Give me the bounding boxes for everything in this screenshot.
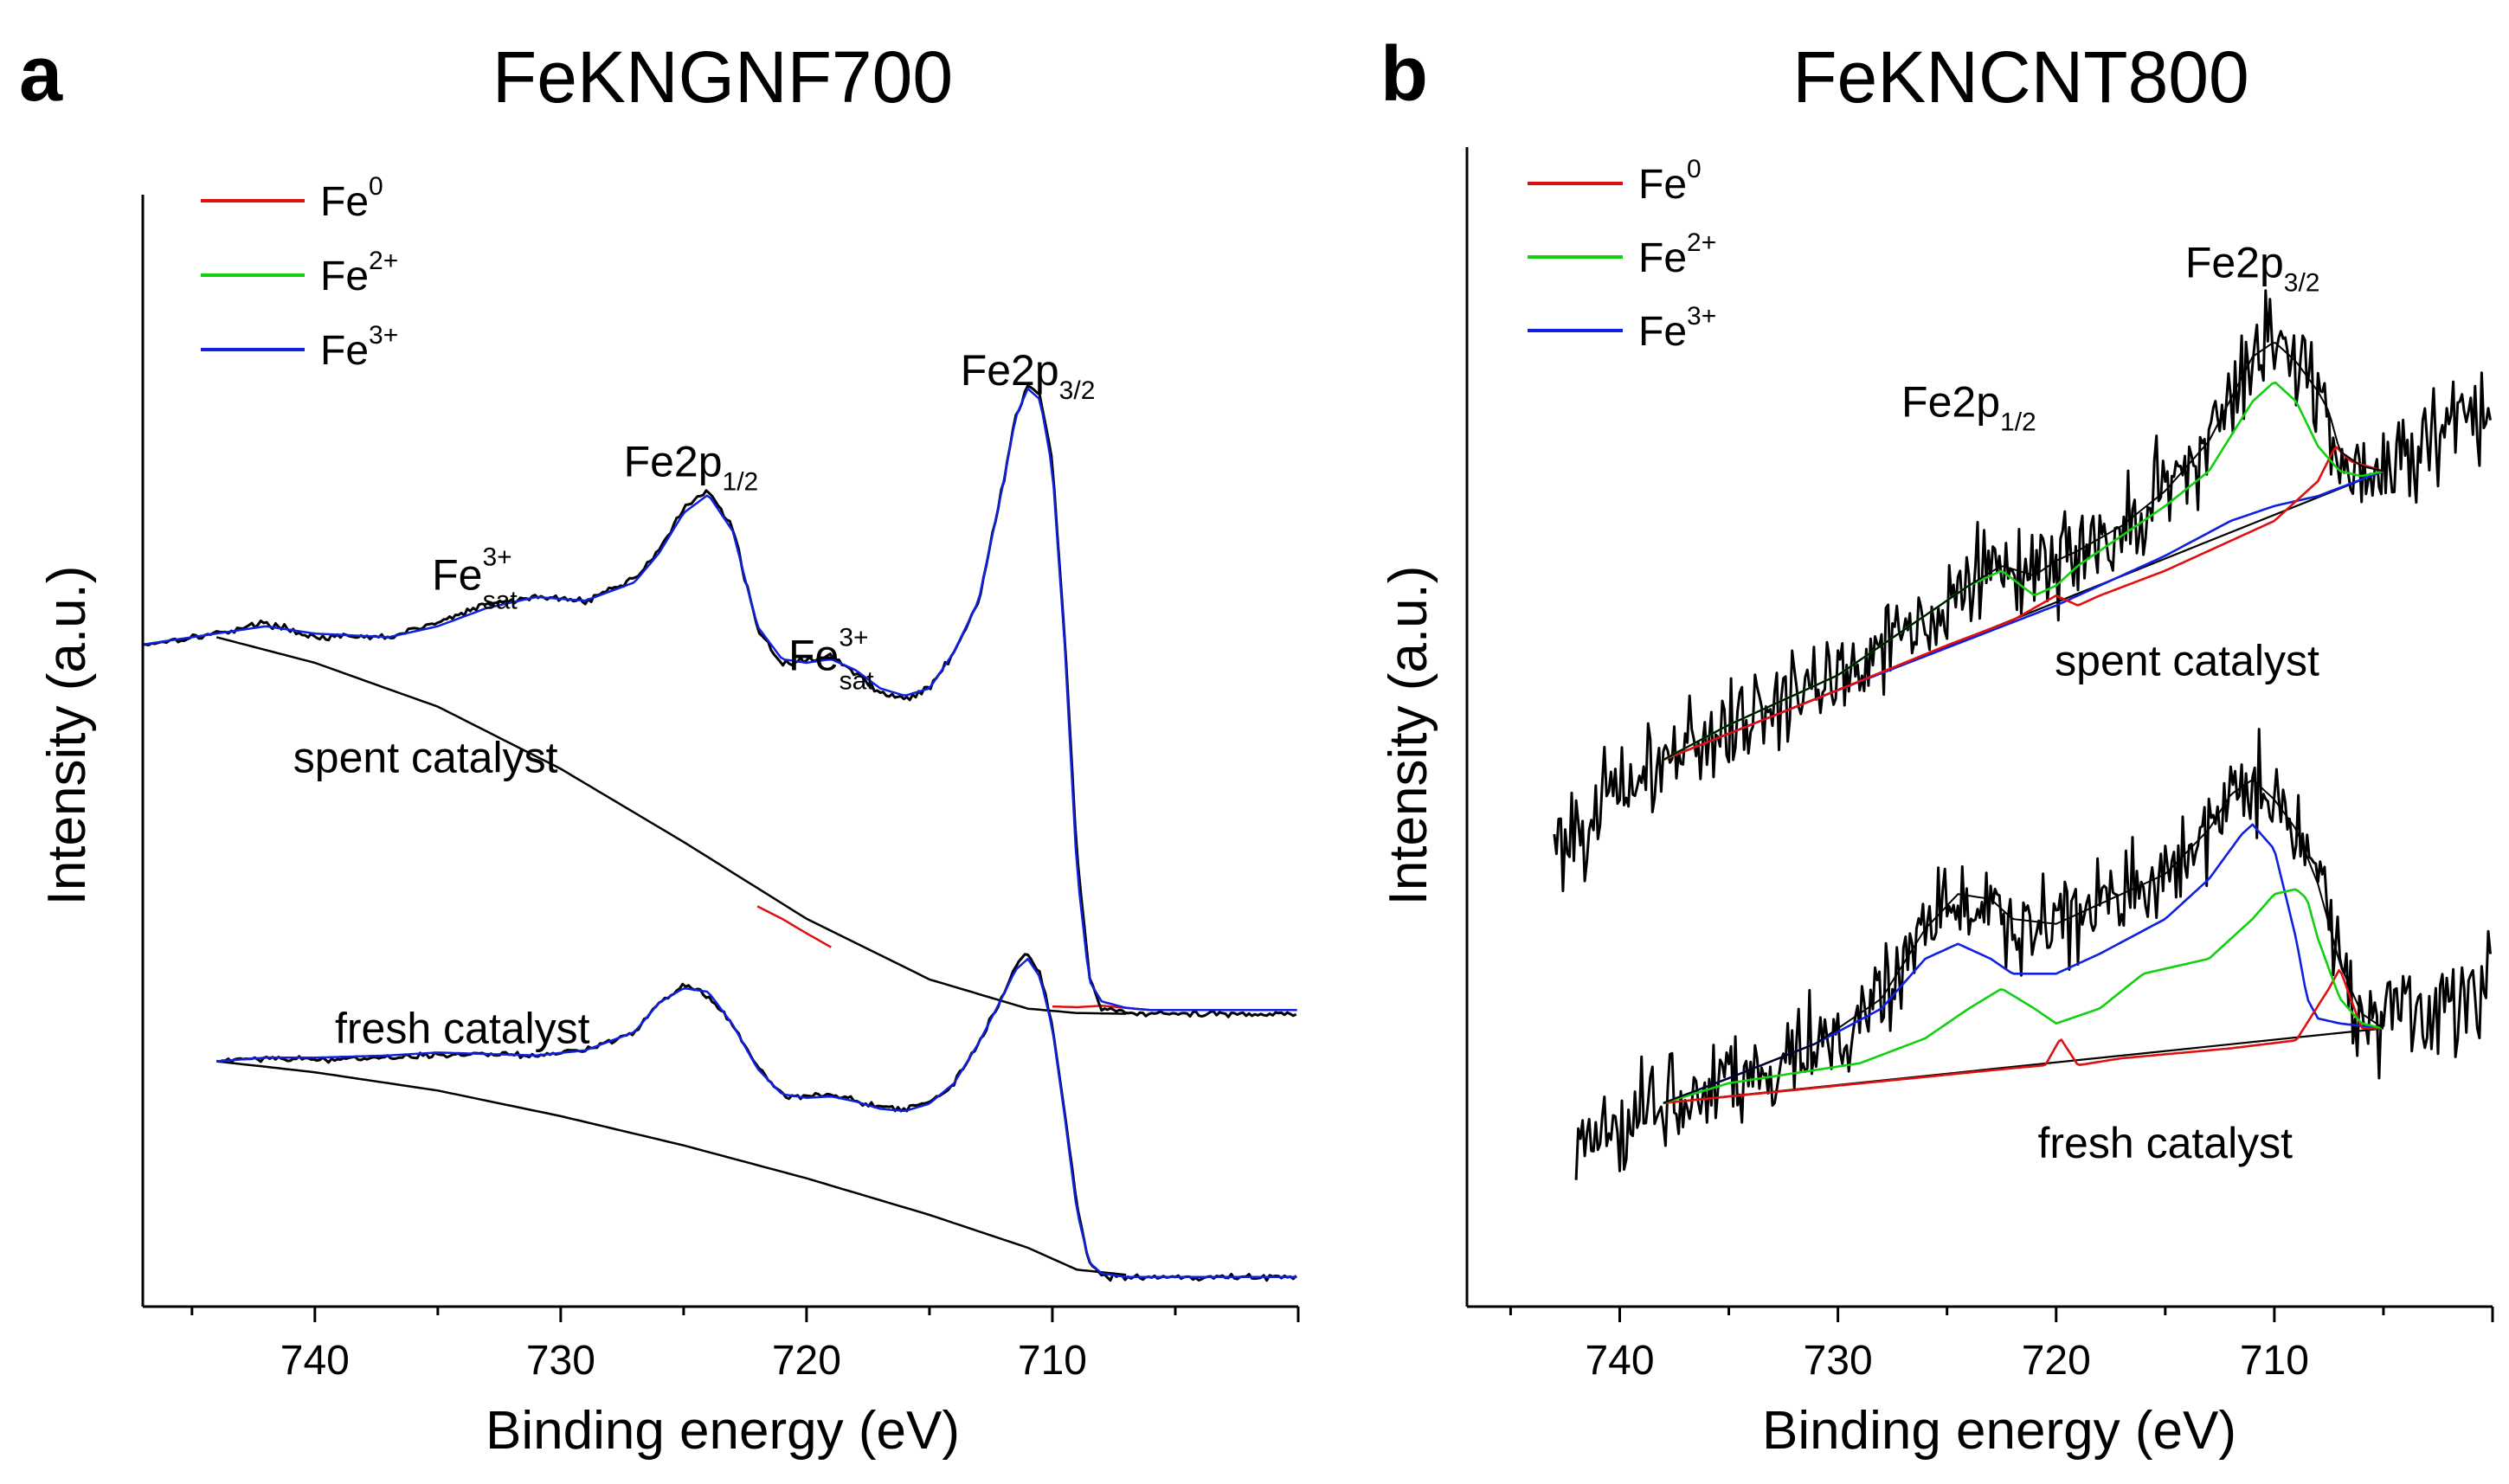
x-tick-label: 740 xyxy=(1585,1338,1654,1384)
annotation: Fe2p1/2 xyxy=(1901,377,2036,436)
fe3-envelope-line-0 xyxy=(142,387,1297,1012)
panel-b-annotations: Fe2p3/2 Fe2p1/2 spent catalyst fresh cataly… xyxy=(1901,238,2319,1167)
fe3-envelope-line-1 xyxy=(216,957,1297,1279)
annotation: Fe3+ sat xyxy=(432,543,518,614)
panel-a: a FeKNGNF700 740 730 720 710 Fe0 Fe2+ Fe3+ Fe… xyxy=(19,31,1300,1461)
panel-a-plot-area xyxy=(142,384,1297,1282)
experimental-line-1 xyxy=(216,953,1297,1282)
x-tick-label: 740 xyxy=(280,1338,350,1384)
fe0-line-0 xyxy=(1663,446,2384,761)
background-line-1 xyxy=(216,1060,1127,1276)
background-line-0 xyxy=(216,636,1127,1015)
legend-label: Fe0 xyxy=(1638,155,1702,208)
fe0-line-0 xyxy=(756,905,832,948)
x-tick-label: 730 xyxy=(1804,1338,1873,1384)
annotation: fresh catalyst xyxy=(2038,1119,2293,1167)
annotation: Fe3+ sat xyxy=(788,623,874,695)
fe0-line-1 xyxy=(1663,969,2384,1105)
x-tick-label: 710 xyxy=(2240,1338,2309,1384)
legend-label: Fe2+ xyxy=(320,247,398,299)
legend-label: Fe2+ xyxy=(1638,228,1716,281)
experimental-line-0 xyxy=(142,384,1297,1018)
legend-label: Fe0 xyxy=(320,172,383,225)
panel-b-plot-area xyxy=(1553,289,2492,1180)
experimental-line-1 xyxy=(1574,728,2492,1180)
panel-b-y-axis-label: Intensity (a.u.) xyxy=(1379,566,1438,906)
panel-a-annotations: Fe3+ sat Fe2p1/2 Fe3+ sat Fe2p3/2 spent cataly… xyxy=(293,346,1096,1053)
experimental-line-0 xyxy=(1553,289,2492,893)
annotation: Fe2p3/2 xyxy=(2185,238,2320,297)
panel-a-title: FeKNGNF700 xyxy=(492,36,953,118)
annotation: Fe2p3/2 xyxy=(961,346,1096,405)
panel-b-title: FeKNCNT800 xyxy=(1792,36,2249,118)
panel-a-x-axis-label: Binding energy (eV) xyxy=(486,1401,960,1461)
envelope-line-1 xyxy=(1663,779,2384,1104)
annotation: spent catalyst xyxy=(2055,636,2319,684)
envelope-line-0 xyxy=(1663,342,2384,761)
panel-a-letter: a xyxy=(19,31,63,118)
annotation: Fe2p1/2 xyxy=(624,438,759,497)
legend-label: Fe3+ xyxy=(320,321,398,374)
panel-b-axes: 740 730 720 710 xyxy=(1465,147,2494,1384)
annotation: fresh catalyst xyxy=(335,1004,590,1052)
x-tick-label: 710 xyxy=(1018,1338,1087,1384)
panel-b-x-axis-label: Binding energy (eV) xyxy=(1762,1401,2236,1461)
panel-b-letter: b xyxy=(1380,31,1428,118)
x-tick-label: 720 xyxy=(772,1338,841,1384)
panel-a-axes: 740 730 720 710 xyxy=(141,195,1300,1384)
panel-b: b FeKNCNT800 740 730 720 710 Fe0 Fe2+ Fe3+ Fe… xyxy=(1379,31,2494,1461)
legend-label: Fe3+ xyxy=(1638,302,1716,355)
x-tick-label: 720 xyxy=(2022,1338,2091,1384)
panel-a-legend: Fe0 Fe2+ Fe3+ xyxy=(201,172,398,374)
annotation: spent catalyst xyxy=(293,734,558,782)
x-tick-label: 730 xyxy=(526,1338,595,1384)
panel-a-y-axis-label: Intensity (a.u.) xyxy=(37,566,97,906)
panel-b-legend: Fe0 Fe2+ Fe3+ xyxy=(1528,155,1716,355)
fe2-line-1 xyxy=(1663,888,2384,1105)
